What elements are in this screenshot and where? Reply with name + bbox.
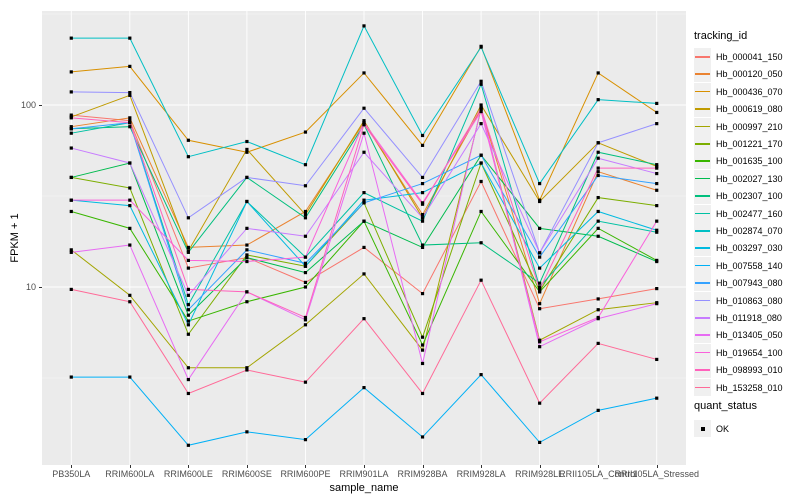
x-tick-mark: [305, 465, 307, 468]
legend-entry-label: Hb_019654_100: [716, 347, 783, 358]
legend-key-line-icon: [694, 309, 711, 326]
legend-title-tracking-id: tracking_id: [694, 30, 748, 42]
legend-title-quant-status: quant_status: [694, 400, 757, 412]
legend-entry-label: OK: [716, 424, 730, 434]
legend-entry-label: Hb_002874_070: [716, 226, 783, 236]
legend-entry-label: Hb_007558_140: [716, 260, 783, 271]
legend-key-line-icon: [694, 378, 711, 396]
legend-key-line-icon: [694, 152, 711, 170]
legend-entry-label: Hb_007943_080: [716, 278, 783, 289]
series-points-Hb_011918_080[interactable]: [69, 122, 659, 297]
plot-panel: [42, 11, 686, 465]
x-tick-mark: [539, 465, 541, 468]
x-tick-mark: [246, 465, 248, 468]
x-tick-label-RRIM928LE: RRIM928LE: [515, 469, 565, 479]
legend-entry-label: Hb_011918_080: [716, 313, 782, 323]
legend: tracking_id Hb_000041_150 Hb_000120_050 Hb…: [692, 0, 800, 500]
x-tick-label-RRIM600LE: RRIM600LE: [163, 469, 213, 479]
legend-entry-label: Hb_098993_010: [716, 365, 783, 376]
legend-entry-label: Hb_001635_100: [716, 156, 783, 167]
legend-key-line-icon: [694, 48, 711, 65]
legend-key-line-icon: [694, 204, 711, 222]
legend-entry-label: Hb_000120_050: [716, 69, 783, 80]
legend-entry-label: Hb_000436_070: [716, 86, 783, 97]
legend-entry-label: Hb_010863_080: [716, 295, 783, 306]
legend-entry-label: Hb_000041_150: [716, 52, 783, 62]
legend-key-line-icon: [694, 135, 711, 152]
legend-entry-label: Hb_000619_080: [716, 104, 783, 115]
legend-key-line-icon: [694, 291, 711, 309]
x-tick-mark: [188, 465, 190, 468]
y-tick-label-10: 10: [25, 282, 36, 292]
legend-entry-label: Hb_002027_130: [716, 173, 783, 184]
x-tick-label-RRIM600SE: RRIM600SE: [221, 469, 272, 479]
x-tick-mark: [422, 465, 424, 468]
x-tick-label-RRIM600PE: RRIM600PE: [280, 469, 331, 479]
series-points-Hb_002874_070[interactable]: [69, 24, 659, 186]
x-tick-label-PB350LA: PB350LA: [52, 469, 91, 479]
x-tick-label-RRII105LA_Control: RRII105LA_Control: [559, 469, 638, 479]
y-axis-title: FPKM + 1: [9, 213, 21, 263]
x-tick-mark: [71, 465, 73, 468]
x-tick-mark: [656, 465, 658, 468]
legend-key-line-icon: [694, 326, 711, 344]
legend-key-square-icon: [694, 420, 711, 437]
legend-key-line-icon: [694, 343, 711, 361]
series-points-Hb_098993_010[interactable]: [69, 106, 659, 320]
legend-entry-label: Hb_003297_030: [716, 243, 783, 254]
x-tick-mark: [481, 465, 483, 468]
legend-key-line-icon: [694, 65, 711, 83]
y-tick-mark: [39, 105, 42, 106]
legend-key-line-icon: [694, 82, 711, 100]
x-tick-mark: [364, 465, 365, 468]
x-tick-mark: [598, 465, 600, 468]
x-tick-mark: [129, 465, 131, 468]
x-tick-label-RRIM901LA: RRIM901LA: [339, 469, 389, 479]
y-tick-mark: [39, 287, 42, 288]
gridlines: [42, 11, 686, 465]
legend-entry-label: Hb_000997_210: [716, 121, 783, 132]
legend-entry-label: Hb_002307_100: [716, 191, 783, 202]
x-tick-label-RRIM928LA: RRIM928LA: [456, 469, 506, 479]
legend-key-line-icon: [694, 187, 711, 205]
legend-key-line-icon: [694, 239, 711, 257]
x-tick-label-RRII105LA_Stressed: RRII105LA_Stressed: [614, 469, 699, 479]
plot-canvas: [42, 11, 686, 465]
legend-key-line-icon: [694, 361, 711, 379]
legend-key-line-icon: [694, 169, 711, 187]
legend-key-line-icon: [694, 117, 711, 135]
series-points-Hb_153258_010[interactable]: [69, 278, 659, 405]
legend-entry-label: Hb_001221_170: [716, 139, 783, 149]
x-tick-label-RRIM928BA: RRIM928BA: [397, 469, 448, 479]
legend-entry-label: Hb_002477_160: [716, 208, 783, 219]
series-points-Hb_007558_140[interactable]: [69, 373, 659, 447]
legend-key-line-icon: [694, 100, 711, 118]
x-axis-title: sample_name: [329, 482, 399, 494]
legend-entry-label: Hb_013405_050: [716, 330, 783, 341]
legend-key-line-icon: [694, 256, 711, 274]
legend-key-line-icon: [694, 222, 711, 239]
legend-key-line-icon: [694, 274, 711, 292]
x-tick-label-RRIM600LA: RRIM600LA: [105, 469, 155, 479]
legend-entry-label: Hb_153258_010: [716, 382, 783, 393]
y-tick-label-100: 100: [20, 100, 36, 110]
